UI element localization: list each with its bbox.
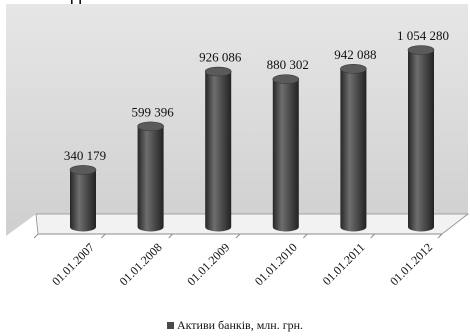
bar-top xyxy=(340,64,367,74)
legend-label: Активи банків, млн. грн. xyxy=(176,318,304,332)
x-tick-label: 01.01.2010 xyxy=(252,240,300,288)
data-label: 926 086 xyxy=(199,50,242,65)
bar-01.01.2011 xyxy=(340,64,367,232)
data-label: 880 302 xyxy=(267,57,309,72)
bar-body xyxy=(70,169,96,232)
x-tick-label: 01.01.2007 xyxy=(49,240,97,288)
x-axis-tick xyxy=(370,233,376,239)
data-label: 340 179 xyxy=(64,148,106,163)
bar-01.01.2010 xyxy=(272,74,300,232)
bar-body xyxy=(408,50,434,232)
data-label: 599 396 xyxy=(131,104,174,119)
x-axis-tick xyxy=(437,233,443,239)
bar-body xyxy=(205,71,232,232)
legend: Активи банків, млн. грн. xyxy=(0,318,470,333)
data-label: 942 088 xyxy=(334,47,376,62)
bar-body xyxy=(340,68,367,232)
bar-01.01.2009 xyxy=(204,66,232,232)
bar-01.01.2012 xyxy=(407,45,435,232)
x-axis-tick xyxy=(33,233,39,239)
bar-top xyxy=(137,121,164,132)
data-label: 1 054 280 xyxy=(397,28,449,43)
x-axis-tick xyxy=(235,233,241,239)
legend-swatch xyxy=(166,322,174,329)
x-tick-label: 01.01.2011 xyxy=(320,240,368,288)
x-axis-tick xyxy=(302,233,308,239)
bar-body xyxy=(137,126,164,232)
x-tick-label: 01.01.2012 xyxy=(387,240,435,288)
chart-floor xyxy=(35,213,470,235)
plot-area: 340 179 01.01.2007 599 396 01.01.2008 926 08… xyxy=(6,4,470,288)
x-axis-tick xyxy=(100,233,106,239)
bar-01.01.2008 xyxy=(137,121,164,232)
bar-top xyxy=(204,66,232,77)
x-tick-label: 01.01.2008 xyxy=(117,240,165,288)
bar-top xyxy=(69,165,97,175)
bar-top xyxy=(272,74,300,85)
bar-body xyxy=(272,79,299,232)
bar-01.01.2007 xyxy=(69,165,97,232)
bar-top xyxy=(407,45,435,55)
x-axis-tick xyxy=(168,233,174,239)
x-tick-label: 01.01.2009 xyxy=(184,240,232,288)
bar-chart: 340 179 01.01.2007 599 396 01.01.2008 926 08… xyxy=(6,4,470,288)
